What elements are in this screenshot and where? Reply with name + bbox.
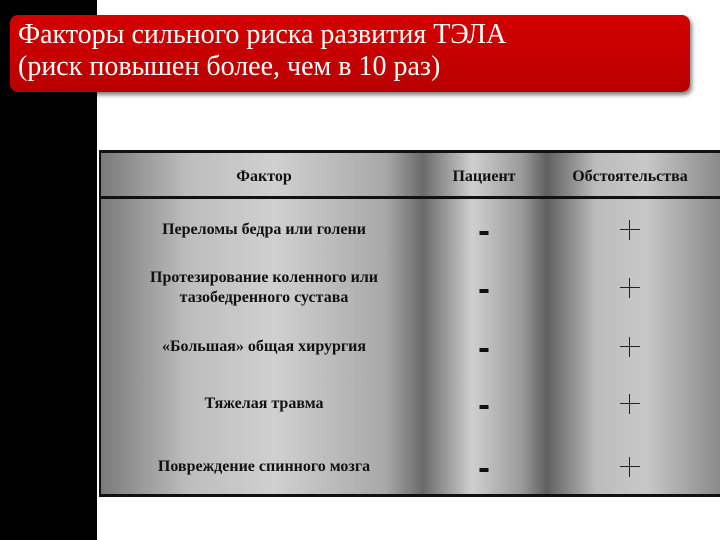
circumstance-plus-mark — [620, 278, 640, 298]
risk-factors-table: Фактор Пациент Обстоятельства Переломы б… — [99, 150, 720, 497]
title-line-1: Факторы сильного риска развития ТЭЛА — [18, 19, 507, 50]
patient-minus-mark — [479, 405, 489, 409]
table-header — [101, 153, 720, 199]
factor-cell: Протезирование коленного или тазобедренн… — [149, 269, 379, 306]
factor-cell: Переломы бедра или голени — [162, 221, 366, 238]
patient-minus-mark — [479, 289, 489, 293]
patient-minus-mark — [479, 348, 489, 352]
factor-cell: Повреждение спинного мозга — [157, 458, 371, 475]
title-line-2: (риск повышен более, чем в 10 раз) — [18, 51, 441, 82]
patient-minus-mark — [479, 231, 489, 235]
header-patient: Пациент — [452, 168, 516, 185]
header-factor: Фактор — [236, 168, 292, 185]
circumstance-plus-mark — [620, 220, 640, 240]
header-circumstance: Обстоятельства — [572, 168, 688, 185]
factor-cell: «Большая» общая хирургия — [161, 338, 367, 355]
circumstance-plus-mark — [620, 337, 640, 357]
slide-title: Факторы сильного риска развития ТЭЛА (ри… — [10, 15, 690, 92]
circumstance-plus-mark — [620, 457, 640, 477]
factor-cell: Тяжелая травма — [204, 395, 324, 412]
patient-minus-mark — [479, 468, 489, 472]
circumstance-plus-mark — [620, 394, 640, 414]
